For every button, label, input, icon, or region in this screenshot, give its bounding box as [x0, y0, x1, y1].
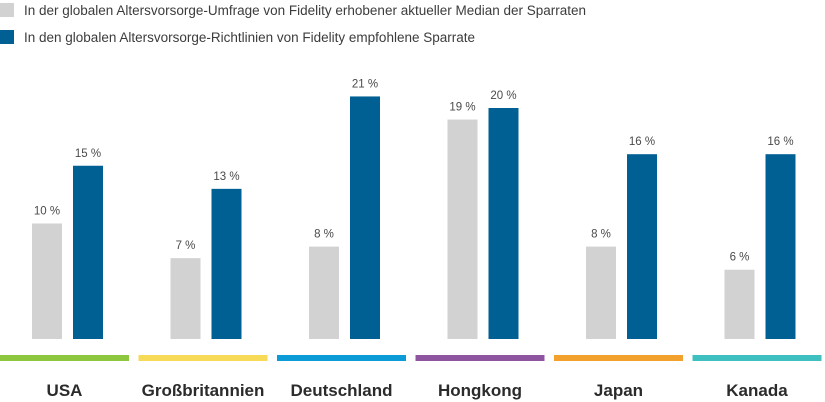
category-strip-gro-britannien: [138, 355, 268, 361]
category-label-deutschland: Deutschland: [290, 381, 392, 400]
legend-item-recommended-savings: In den globalen Altersvorsorge-Richtlini…: [0, 27, 475, 47]
value-label-hongkong-recommended: 20 %: [490, 90, 516, 102]
legend-swatch-gray: [0, 3, 14, 17]
value-label-usa-recommended: 15 %: [75, 148, 101, 160]
bar-gro-britannien-recommended: [211, 188, 242, 339]
bar-kanada-recommended: [765, 154, 796, 339]
bar-japan-current: [586, 246, 616, 339]
legend-label-current-savings: In der globalen Altersvorsorge-Umfrage v…: [24, 2, 587, 18]
value-label-kanada-current: 6 %: [730, 252, 750, 264]
value-label-japan-recommended: 16 %: [629, 136, 655, 148]
value-label-gro-britannien-recommended: 13 %: [213, 171, 239, 183]
bar-deutschland-recommended: [350, 96, 380, 339]
category-strip-hongkong: [415, 355, 545, 361]
legend-item-current-savings: In der globalen Altersvorsorge-Umfrage v…: [0, 0, 586, 20]
legend-label-recommended-savings: In den globalen Altersvorsorge-Richtlini…: [24, 29, 476, 45]
category-strip-kanada: [692, 355, 822, 361]
value-label-deutschland-recommended: 21 %: [352, 78, 378, 90]
bar-hongkong-recommended: [488, 108, 519, 339]
legend-swatch-blue: [0, 30, 14, 44]
value-label-usa-current: 10 %: [34, 206, 60, 218]
value-label-hongkong-current: 19 %: [449, 102, 475, 114]
bar-deutschland-current: [309, 246, 339, 339]
category-label-usa: USA: [47, 381, 83, 400]
category-label-gro-britannien: Großbritannien: [142, 381, 265, 400]
category-label-japan: Japan: [594, 381, 643, 400]
value-label-gro-britannien-current: 7 %: [176, 240, 196, 252]
category-strip-deutschland: [277, 355, 406, 361]
bar-hongkong-current: [447, 119, 478, 339]
category-label-kanada: Kanada: [726, 381, 788, 400]
value-label-deutschland-current: 8 %: [314, 229, 334, 241]
bar-gro-britannien-current: [170, 258, 201, 339]
bar-usa-recommended: [73, 165, 103, 339]
bar-kanada-current: [724, 269, 755, 339]
category-strip-usa: [0, 355, 129, 361]
bar-japan-recommended: [627, 154, 657, 339]
category-strip-japan: [554, 355, 683, 361]
bar-usa-current: [32, 223, 62, 339]
value-label-kanada-recommended: 16 %: [767, 136, 793, 148]
value-label-japan-current: 8 %: [591, 229, 611, 241]
category-label-hongkong: Hongkong: [438, 381, 522, 400]
